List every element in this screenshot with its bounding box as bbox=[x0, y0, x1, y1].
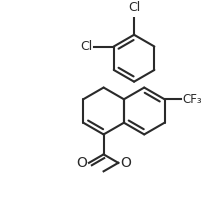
Text: CF₃: CF₃ bbox=[182, 93, 202, 106]
Text: Cl: Cl bbox=[128, 1, 140, 14]
Text: O: O bbox=[76, 156, 87, 170]
Text: O: O bbox=[120, 156, 131, 170]
Text: Cl: Cl bbox=[81, 40, 93, 53]
